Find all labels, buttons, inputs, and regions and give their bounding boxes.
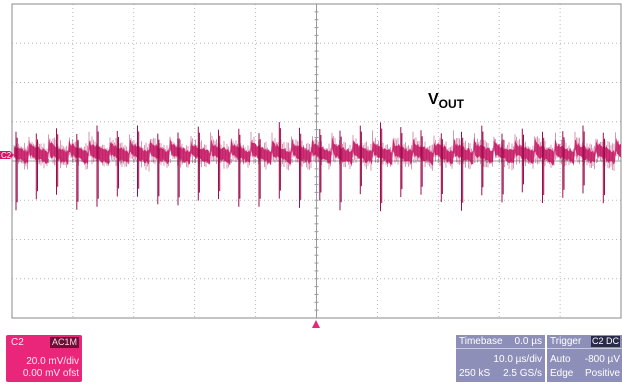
markers: C2	[0, 151, 320, 328]
timebase-time-per-div: 10.0 µs/div	[493, 354, 542, 365]
channel-offset: 0.00 mV ofst	[22, 368, 79, 379]
channel-c2-marker-label: C2	[1, 151, 12, 160]
vout-label: VOUT	[428, 91, 465, 111]
timebase-settings-box[interactable]: Timebase 0.0 µs 10.0 µs/div 250 kS 2.5 G…	[456, 335, 545, 382]
channel-volts-per-div: 20.0 mV/div	[26, 356, 79, 367]
timebase-delay: 0.0 µs	[514, 336, 542, 347]
trigger-title: Trigger	[550, 336, 582, 347]
trigger-level: -800 µV	[584, 354, 620, 365]
trigger-settings-box[interactable]: Trigger C2 DC Auto -800 µV Edge Positive	[547, 335, 622, 382]
graticule-grid	[11, 3, 622, 319]
channel-c2-ground-marker[interactable]	[0, 151, 14, 159]
vout-waveform	[13, 122, 621, 212]
trigger-mode: Auto	[550, 354, 571, 365]
vout-label-subscript: OUT	[439, 97, 465, 111]
channel-c2-settings-box[interactable]: C2 AC1M 20.0 mV/div 0.00 mV ofst	[6, 335, 82, 382]
trigger-type: Edge	[550, 368, 574, 379]
timebase-title: Timebase	[459, 336, 503, 347]
channel-name: C2	[11, 337, 24, 348]
channel-coupling-badge: AC1M	[49, 337, 79, 348]
trigger-slope: Positive	[584, 368, 620, 379]
timebase-samples: 250 kS	[459, 368, 491, 379]
trigger-position-marker[interactable]	[312, 320, 320, 328]
vout-label-main: V	[428, 91, 439, 108]
timebase-sample-rate: 2.5 GS/s	[503, 368, 542, 379]
trigger-source-badge: C2 DC	[590, 336, 620, 347]
